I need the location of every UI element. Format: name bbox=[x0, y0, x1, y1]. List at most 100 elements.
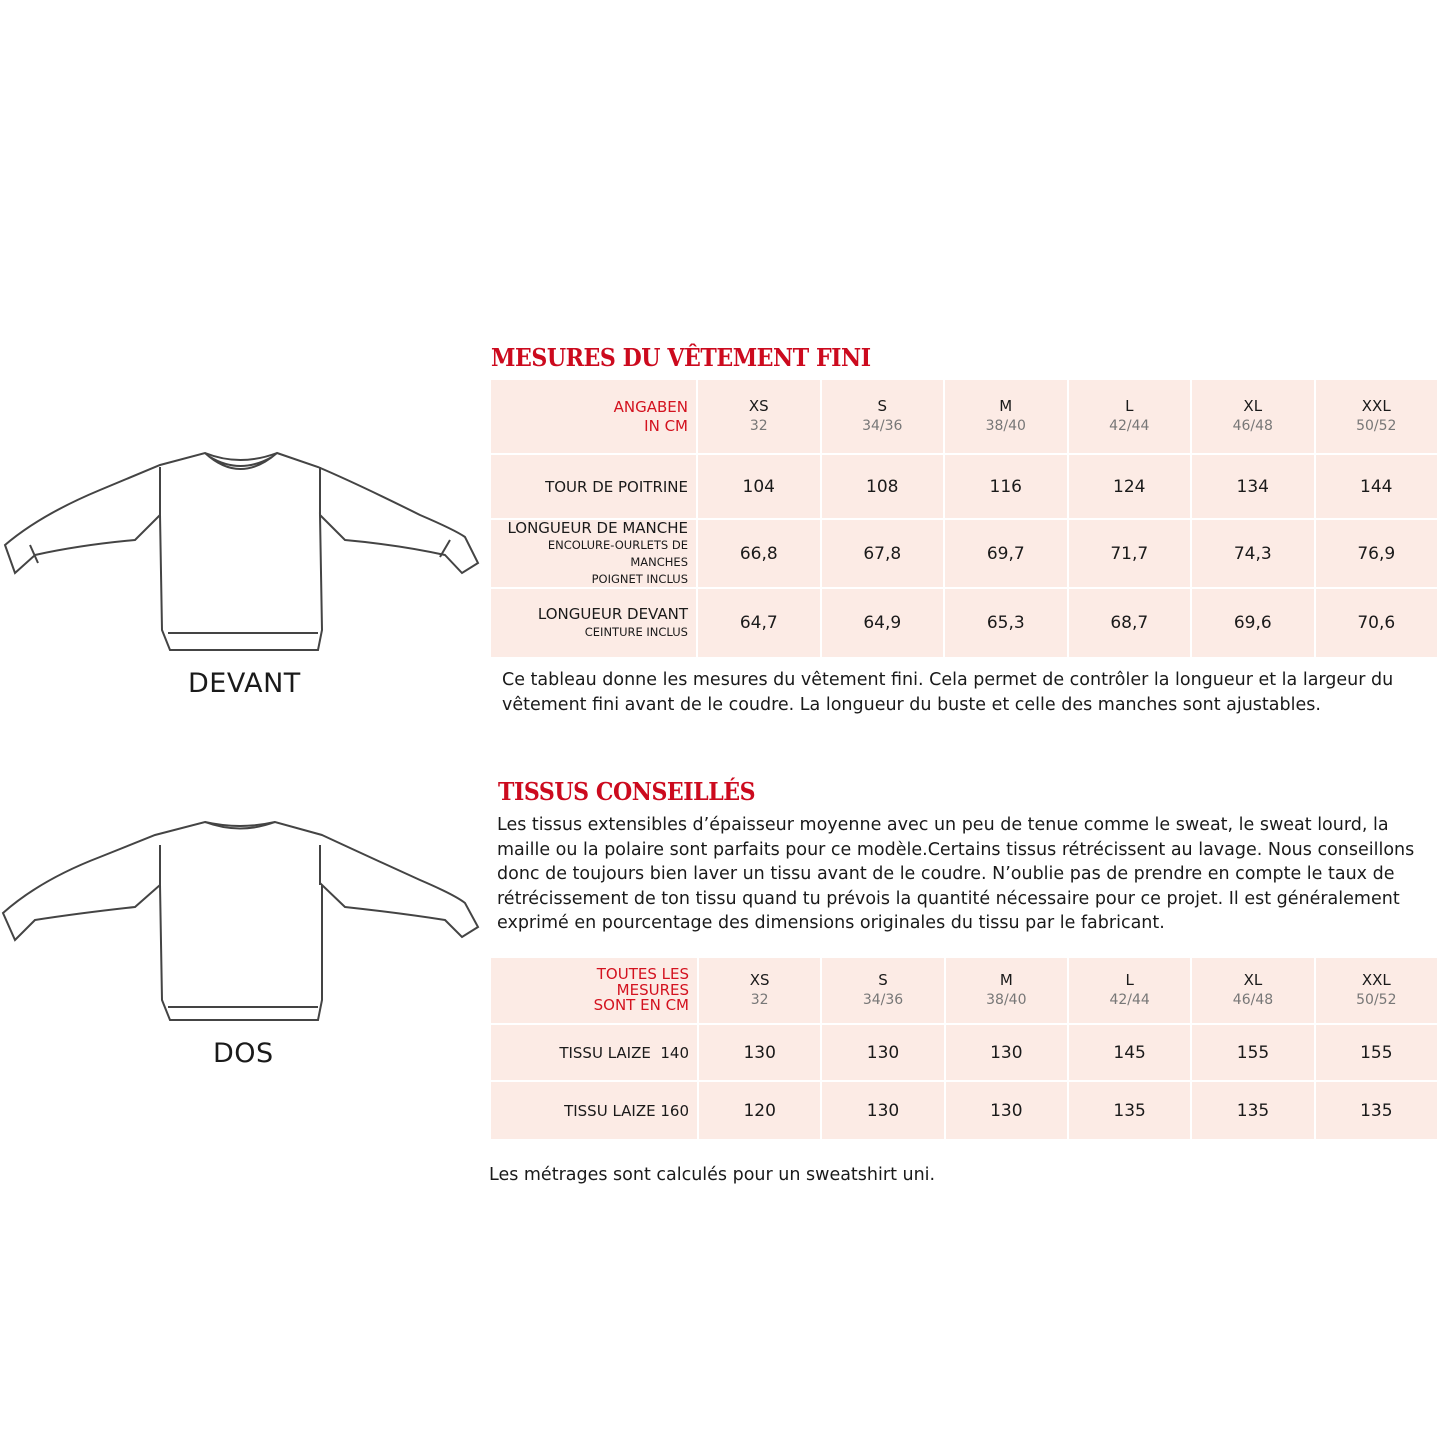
size-header: L 42/44 bbox=[1066, 378, 1192, 455]
sweatshirt-back-illustration bbox=[1, 820, 480, 1021]
size-name: XXL bbox=[1361, 971, 1391, 989]
cell: 116 bbox=[943, 453, 1069, 520]
cell: 69,6 bbox=[1190, 587, 1316, 659]
fabrics-description: Les tissus extensibles d’épaisseur moyen… bbox=[497, 815, 1415, 933]
size-fr: 32 bbox=[749, 418, 768, 434]
size-name: L bbox=[1125, 397, 1134, 415]
back-label: DOS bbox=[213, 1038, 274, 1069]
measurements-note: Ce tableau donne les mesures du vêtement… bbox=[502, 670, 1394, 715]
size-name: XXL bbox=[1361, 397, 1391, 415]
row-label: TOUR DE POITRINE bbox=[489, 453, 698, 520]
size-fr: 46/48 bbox=[1232, 992, 1274, 1008]
size-fr: 42/44 bbox=[1109, 418, 1150, 434]
table-row: TOUR DE POITRINE 104 108 116 124 134 144 bbox=[489, 453, 1439, 520]
cell: 130 bbox=[820, 1080, 946, 1141]
size-fr: 38/40 bbox=[985, 418, 1026, 434]
fabric-requirements-table: TOUTES LES MESURES SONT EN CM XS 32 S 34/36 … bbox=[489, 956, 1440, 1141]
size-name: XS bbox=[748, 397, 769, 415]
size-header: XL 46/48 bbox=[1190, 956, 1316, 1025]
cell: 130 bbox=[943, 1080, 1069, 1141]
cell: 130 bbox=[820, 1023, 946, 1082]
size-header: S 34/36 bbox=[820, 956, 946, 1025]
table-row: TISSU LAIZE 160 120 130 130 135 135 135 bbox=[489, 1080, 1440, 1141]
size-name: XS bbox=[749, 971, 770, 989]
units-label-line: ANGABEN bbox=[613, 397, 688, 416]
section-title-finished-measurements: MESURES DU VÊTEMENT FINI bbox=[491, 343, 871, 372]
row-label: TISSU LAIZE 140 bbox=[489, 1023, 699, 1082]
cell: 67,8 bbox=[819, 518, 945, 589]
row-label: LONGUEUR DE MANCHE ENCOLURE-OURLETS DE MA… bbox=[489, 518, 698, 589]
row-label-text: LONGUEUR DE MANCHE bbox=[507, 519, 688, 537]
size-name: S bbox=[878, 971, 888, 989]
size-name: L bbox=[1125, 971, 1134, 989]
cell: 144 bbox=[1313, 453, 1439, 520]
size-fr: 38/40 bbox=[986, 992, 1027, 1008]
row-label: TISSU LAIZE 160 bbox=[489, 1080, 699, 1141]
size-fr: 42/44 bbox=[1109, 992, 1150, 1008]
cell: 145 bbox=[1066, 1023, 1193, 1082]
table-row: LONGUEUR DEVANT CEINTURE INCLUS 64,7 64,9… bbox=[489, 587, 1439, 659]
units-label: TOUTES LES MESURES SONT EN CM bbox=[489, 956, 699, 1025]
units-label: ANGABEN IN CM bbox=[489, 378, 698, 455]
size-header: XL 46/48 bbox=[1190, 378, 1316, 455]
cell: 64,7 bbox=[696, 587, 822, 659]
size-header: XXL 50/52 bbox=[1313, 378, 1439, 455]
units-label-line: TOUTES LES bbox=[596, 965, 689, 984]
size-header: XS 32 bbox=[696, 378, 822, 455]
finished-measurements-table: ANGABEN IN CM XS 32 S 34/36 M 38/40 L 42/44 X… bbox=[489, 378, 1439, 659]
row-note: POIGNET INCLUS bbox=[591, 572, 688, 586]
row-label: LONGUEUR DEVANT CEINTURE INCLUS bbox=[489, 587, 698, 659]
section-title-recommended-fabrics: TISSUS CONSEILLÉS bbox=[498, 777, 756, 806]
size-name: XL bbox=[1243, 397, 1263, 415]
cell: 64,9 bbox=[819, 587, 945, 659]
size-fr: 50/52 bbox=[1356, 418, 1397, 434]
units-label-line: MESURES bbox=[616, 980, 689, 999]
cell: 124 bbox=[1066, 453, 1192, 520]
size-fr: 46/48 bbox=[1232, 418, 1273, 434]
size-header: XXL 50/52 bbox=[1313, 956, 1440, 1025]
table-header-row: TOUTES LES MESURES SONT EN CM XS 32 S 34/36 … bbox=[489, 956, 1440, 1025]
cell: 155 bbox=[1313, 1023, 1440, 1082]
row-note: ENCOLURE-OURLETS DE MANCHES bbox=[547, 538, 688, 569]
cell: 76,9 bbox=[1313, 518, 1439, 589]
size-name: M bbox=[999, 397, 1013, 415]
size-header: S 34/36 bbox=[819, 378, 945, 455]
cell: 155 bbox=[1190, 1023, 1316, 1082]
cell: 66,8 bbox=[696, 518, 822, 589]
table-row: LONGUEUR DE MANCHE ENCOLURE-OURLETS DE MA… bbox=[489, 518, 1439, 589]
row-note: CEINTURE INCLUS bbox=[584, 625, 688, 639]
row-label-text: LONGUEUR DEVANT bbox=[537, 605, 688, 623]
units-label-line: IN CM bbox=[644, 416, 688, 435]
cell: 130 bbox=[943, 1023, 1069, 1082]
table-row: TISSU LAIZE 140 130 130 130 145 155 155 bbox=[489, 1023, 1440, 1082]
front-label: DEVANT bbox=[188, 668, 301, 699]
cell: 70,6 bbox=[1313, 587, 1439, 659]
size-name: M bbox=[999, 971, 1013, 989]
table-header-row: ANGABEN IN CM XS 32 S 34/36 M 38/40 L 42/44 X… bbox=[489, 378, 1439, 455]
cell: 104 bbox=[696, 453, 822, 520]
size-header: XS 32 bbox=[696, 956, 823, 1025]
cell: 65,3 bbox=[943, 587, 1069, 659]
size-name: XL bbox=[1243, 971, 1263, 989]
cell: 71,7 bbox=[1066, 518, 1192, 589]
cell: 135 bbox=[1066, 1080, 1193, 1141]
size-fr: 32 bbox=[750, 992, 769, 1008]
size-fr: 34/36 bbox=[862, 992, 904, 1008]
size-header: L 42/44 bbox=[1066, 956, 1193, 1025]
size-header: M 38/40 bbox=[943, 956, 1069, 1025]
units-label-line: SONT EN CM bbox=[593, 996, 689, 1015]
size-header: M 38/40 bbox=[943, 378, 1069, 455]
cell: 135 bbox=[1313, 1080, 1440, 1141]
cell: 68,7 bbox=[1066, 587, 1192, 659]
cell: 69,7 bbox=[943, 518, 1069, 589]
cell: 134 bbox=[1190, 453, 1316, 520]
cell: 135 bbox=[1190, 1080, 1316, 1141]
cell: 108 bbox=[819, 453, 945, 520]
size-fr: 50/52 bbox=[1356, 992, 1397, 1008]
cell: 120 bbox=[696, 1080, 823, 1141]
cell: 74,3 bbox=[1190, 518, 1316, 589]
fabric-footnote: Les métrages sont calculés pour un sweat… bbox=[489, 1165, 936, 1185]
size-fr: 34/36 bbox=[862, 418, 903, 434]
cell: 130 bbox=[696, 1023, 823, 1082]
size-name: S bbox=[877, 397, 888, 415]
